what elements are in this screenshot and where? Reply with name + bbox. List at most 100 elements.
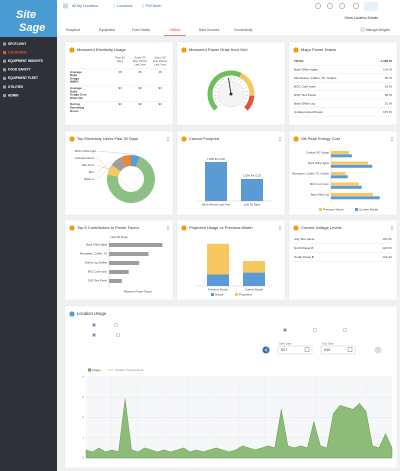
row-label: DVD Tent Panel [294, 93, 316, 97]
tab[interactable]: Food Safety [132, 28, 151, 32]
menu-item[interactable]: EQUIPMENT INSIGHTS [8, 59, 43, 63]
donut-slice [131, 155, 140, 167]
cell: 103 W [383, 67, 392, 71]
menu-dot[interactable] [279, 227, 281, 229]
menu-dot[interactable] [391, 226, 393, 227]
menu-item[interactable]: ADMIN [8, 93, 19, 97]
tab[interactable]: Data Sources [199, 28, 220, 32]
panel-icon [69, 311, 75, 317]
menu-dot[interactable] [167, 229, 169, 230]
menu-item[interactable]: FOOD SAFETY [8, 68, 32, 72]
menu-icon [3, 76, 6, 80]
radio[interactable] [313, 328, 318, 333]
next-button[interactable] [374, 346, 382, 354]
panel-icon [69, 47, 75, 53]
menu-dot[interactable] [279, 140, 281, 141]
cell: $3 [158, 86, 162, 90]
tab[interactable]: Connectivity [234, 28, 253, 32]
slice-label: Undetermined... [75, 156, 97, 160]
menu-dot[interactable] [391, 138, 393, 140]
category-label: Back Office lights [308, 161, 329, 165]
row-label: Microwave, Coffee, TV, Outlets [294, 76, 337, 80]
radio[interactable] [113, 323, 118, 328]
menu-dot[interactable] [279, 138, 281, 140]
panel-title: Major Power Draws [301, 47, 336, 52]
menu-dot[interactable] [167, 138, 169, 140]
logo: Sage [19, 22, 45, 34]
menu-dot[interactable] [279, 137, 281, 138]
breadcrumb[interactable]: All My Locations [72, 4, 98, 8]
breadcrumb[interactable]: FW North [146, 4, 161, 8]
date-value[interactable]: 9/17 [281, 348, 287, 352]
date-value[interactable]: 9/18 [324, 348, 330, 352]
leader [96, 154, 126, 180]
menu-dot[interactable] [167, 140, 169, 141]
row-label: North Panel B [294, 246, 313, 250]
column-header: Day Period [133, 59, 147, 63]
home-icon [63, 3, 68, 9]
radio[interactable] [115, 333, 120, 338]
slice-label: BOC office light [75, 149, 96, 153]
manage-widgets[interactable]: Manage Widgets [366, 28, 390, 32]
gauge-tick [234, 77, 236, 80]
location-details[interactable]: Show Location Details [344, 16, 378, 20]
panel-title: Carbon Footprint [189, 136, 220, 141]
cell: 979 W [383, 110, 392, 114]
row-label: Average [70, 86, 82, 90]
category-label: Microwave, Coffee, TV [80, 252, 107, 256]
slice-label: Back o... [84, 177, 96, 181]
header-icon[interactable] [339, 3, 345, 9]
tab[interactable]: Equipment [99, 28, 115, 32]
gauge-band [239, 73, 255, 96]
top-bar [57, 0, 400, 24]
back-button[interactable] [262, 346, 270, 354]
subtitle: Last 30 Days [110, 235, 128, 239]
menu-dot[interactable] [279, 226, 281, 227]
calendar-icon [347, 347, 353, 352]
row-label: South Panel B [294, 255, 314, 259]
tab[interactable]: Snapshot [66, 28, 80, 32]
header-icon[interactable] [315, 3, 321, 9]
menu-icon [3, 59, 6, 63]
cell: $0 [118, 102, 122, 106]
category-label: Same Period Last Year [202, 203, 231, 207]
menu-item[interactable]: LOCATIONS [8, 50, 27, 54]
menu-dot[interactable] [279, 229, 281, 230]
gauge-tick [223, 78, 225, 82]
cell: 66 W [385, 93, 392, 97]
tab[interactable]: Utilities [170, 28, 181, 32]
panel-title: Measured Power Draw from Grid [189, 47, 247, 52]
bar [331, 185, 362, 189]
header-icon[interactable] [353, 3, 359, 9]
menu-icon [3, 68, 6, 72]
menu-dot[interactable] [167, 227, 169, 229]
gauge-tick [215, 87, 218, 89]
row-label: Back Office lights [294, 67, 318, 71]
arrow [264, 348, 268, 352]
menu-dot[interactable] [167, 226, 169, 227]
panel-title: Top Electricity Users Past 30 Days [77, 136, 138, 141]
row-label: Daily [70, 89, 78, 93]
row-label: Back Office Ltg [294, 101, 315, 105]
bar [331, 161, 369, 165]
panel-icon [293, 225, 299, 231]
header-icon[interactable] [327, 3, 333, 9]
gauge-tick [241, 104, 244, 107]
row-label: During [70, 102, 80, 106]
panel-icon [293, 47, 299, 53]
menu-dot[interactable] [391, 229, 393, 230]
bar [331, 175, 348, 179]
breadcrumb[interactable]: Locations [117, 4, 133, 8]
menu-dot[interactable] [391, 140, 393, 141]
row-label: Undetermined Power [294, 110, 323, 114]
gauge-band [243, 95, 255, 111]
menu-dot[interactable] [167, 137, 169, 138]
menu-dot[interactable] [391, 227, 393, 229]
panel-title: Measured Electricity Usage [77, 47, 126, 52]
menu-item[interactable]: UTILITIES [8, 85, 23, 89]
bar-segment [243, 272, 265, 286]
menu-item[interactable]: SPOTLIGHT [8, 42, 26, 46]
radio[interactable] [343, 328, 348, 333]
menu-item[interactable]: EQUIPMENT FLEET [8, 76, 38, 80]
menu-dot[interactable] [391, 137, 393, 138]
